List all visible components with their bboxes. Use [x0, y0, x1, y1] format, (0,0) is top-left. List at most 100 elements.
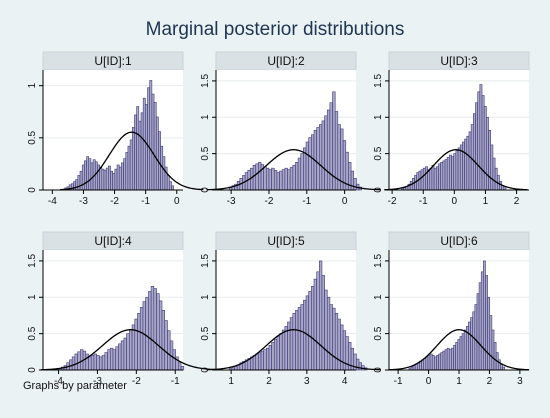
histogram-bar: [114, 168, 118, 191]
histogram-bar: [155, 116, 159, 191]
histogram-bar: [263, 349, 267, 371]
panel-label: U[ID]:3: [440, 54, 478, 68]
y-tick-label: 0: [373, 367, 384, 373]
histogram-bar: [486, 116, 489, 191]
histogram-bar: [109, 347, 114, 371]
histogram-bar: [80, 349, 84, 371]
histogram-bar: [142, 301, 146, 371]
histogram-bar: [266, 167, 270, 191]
histogram-bar: [303, 299, 307, 371]
histogram-bar: [138, 120, 142, 191]
y-tick-label: 0.5: [373, 146, 384, 160]
histogram-bar: [487, 296, 491, 371]
histogram-bar: [149, 80, 153, 191]
histogram-bar: [276, 336, 280, 371]
x-tick-label: -2: [132, 376, 141, 387]
y-tick-label: 0: [27, 367, 38, 373]
histogram-bar: [289, 167, 294, 191]
histogram-bar: [321, 120, 325, 191]
histogram-bar: [305, 295, 310, 371]
histogram-bar: [161, 310, 166, 371]
histogram-bar: [99, 166, 103, 191]
histogram-bar: [329, 102, 333, 191]
histogram-bar: [493, 342, 497, 371]
histogram-bar: [156, 293, 160, 371]
histogram-bar: [145, 296, 149, 371]
histogram-bar: [137, 312, 141, 371]
histogram-bar: [444, 349, 448, 371]
histogram-bar: [180, 366, 185, 371]
histogram-bar: [77, 175, 81, 191]
histogram-bar: [474, 304, 478, 371]
histogram-bar: [112, 349, 117, 371]
x-tick-label: -3: [227, 196, 236, 207]
histogram-bar: [101, 355, 106, 371]
histogram-bar: [153, 102, 157, 191]
histogram-bar: [147, 87, 151, 191]
histogram-bar: [425, 166, 428, 191]
histogram-bar: [350, 170, 355, 191]
histogram-bar: [145, 104, 148, 191]
histogram-bar: [96, 355, 100, 371]
histogram-bar: [129, 328, 133, 371]
histogram-bar: [295, 162, 299, 191]
histogram-bar: [140, 112, 144, 191]
histogram-bar: [491, 329, 495, 371]
normal-density-curve: [388, 329, 530, 371]
histogram-bar: [287, 169, 291, 191]
y-tick-label: 1.5: [373, 254, 384, 268]
histogram-bar: [412, 365, 416, 371]
histogram-bar: [358, 362, 362, 371]
histogram-bar: [356, 358, 360, 371]
histogram-bar: [166, 175, 170, 191]
histogram-bar: [297, 307, 302, 371]
histogram-bar: [326, 109, 331, 191]
histogram-bar: [473, 113, 476, 191]
histogram-bar: [455, 150, 459, 191]
histogram-bar: [88, 158, 92, 191]
histogram-bar: [478, 282, 482, 371]
histogram-bar: [444, 159, 448, 191]
histogram-bar: [123, 158, 127, 191]
y-tick-label: 1: [373, 114, 384, 120]
histogram-bar: [463, 329, 467, 371]
histogram-bar: [470, 124, 474, 191]
y-tick-label: 0.5: [27, 326, 38, 340]
histogram-bar: [442, 160, 446, 191]
histogram-bar: [453, 153, 457, 191]
histogram-bar: [300, 304, 304, 371]
histogram-bar: [329, 304, 333, 371]
histogram-bar: [292, 164, 296, 191]
histogram-bar: [110, 170, 113, 191]
histogram-bar: [131, 324, 136, 371]
histogram-bar: [483, 260, 486, 371]
histogram-bar: [438, 353, 442, 371]
y-tick-label: 1.5: [373, 74, 384, 88]
histogram-bar: [324, 289, 328, 371]
histogram-bar: [451, 156, 455, 191]
histogram-bar: [468, 131, 472, 191]
x-tick-label: -2: [110, 196, 119, 207]
histogram-bar: [142, 97, 146, 191]
histogram-bar: [313, 278, 317, 371]
histogram-bar: [289, 317, 294, 371]
histogram-bar: [150, 286, 155, 371]
histogram-bar: [258, 352, 262, 371]
histogram-bar: [479, 84, 483, 191]
histogram-bar: [279, 333, 283, 371]
histogram-bar: [475, 102, 478, 191]
histogram-bar: [451, 347, 454, 371]
normal-density-curve: [59, 131, 204, 191]
x-tick-label: 0: [426, 376, 432, 387]
histogram-bar: [118, 343, 122, 371]
x-tick-label: 4: [342, 376, 348, 387]
histogram-bar: [263, 166, 267, 191]
x-tick-label: -1: [419, 196, 428, 207]
histogram-bar: [449, 154, 452, 191]
histogram-bar: [492, 157, 496, 191]
panel-2: U[ID]:2 0 0.5 1 1.5 -3 -2 -1 0: [200, 51, 381, 207]
histogram-bar: [423, 358, 427, 371]
histogram-bar: [431, 355, 435, 371]
panel-1: U[ID]:1 0 0.5 1 -4 -3 -2 -1 0: [27, 51, 204, 207]
x-tick-label: 0: [452, 196, 458, 207]
